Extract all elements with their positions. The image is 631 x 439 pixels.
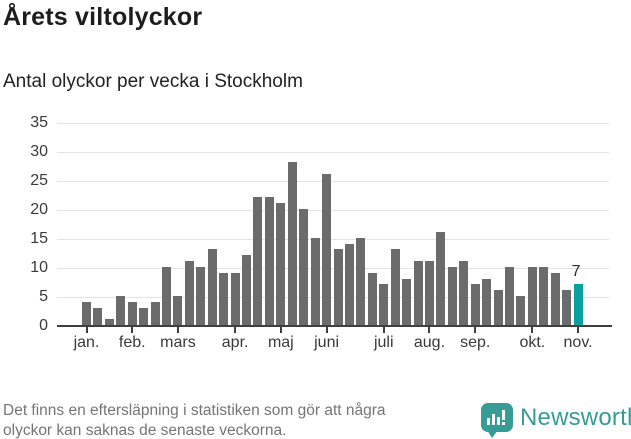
- month-label: maj: [267, 334, 294, 351]
- week-bar: [482, 278, 492, 325]
- month-tick: [474, 327, 477, 333]
- week-bar: [550, 272, 560, 325]
- month-label: mars: [160, 334, 196, 351]
- month-tick: [428, 327, 431, 333]
- y-axis-label: 25: [30, 171, 48, 189]
- mini-bar-3: [497, 417, 500, 425]
- month-label: jan.: [73, 334, 100, 351]
- gridline: [57, 296, 609, 298]
- week-bar: [93, 307, 103, 325]
- month-label: juli: [373, 334, 394, 351]
- y-axis-label: 0: [39, 317, 48, 334]
- y-axis-label: 35: [30, 113, 48, 131]
- week-bar: [150, 301, 160, 325]
- week-bar: [207, 249, 217, 325]
- week-bar: [504, 266, 514, 325]
- month-tick: [531, 327, 534, 333]
- page-title: Årets viltolyckor: [3, 3, 203, 31]
- week-bar: [527, 266, 537, 325]
- week-bar: [196, 266, 206, 325]
- y-axis-label: 30: [30, 142, 48, 160]
- week-bar: [116, 295, 126, 325]
- month-tick: [234, 327, 237, 333]
- week-bar: [333, 249, 343, 325]
- month-label: sep.: [460, 334, 491, 351]
- newsworthy-logo-tail: [487, 430, 498, 438]
- week-bar: [82, 301, 91, 325]
- week-bar: [424, 261, 434, 325]
- week-bar: [436, 231, 446, 325]
- week-bar: [493, 290, 503, 325]
- week-bar: [139, 307, 149, 325]
- week-bar: [219, 272, 229, 325]
- week-bar: [276, 202, 286, 325]
- gridline: [57, 209, 609, 211]
- week-bar: [447, 266, 457, 325]
- week-bar: [413, 261, 423, 325]
- week-bar: [230, 272, 240, 325]
- week-bar: [516, 295, 526, 325]
- y-axis-label: 20: [30, 200, 48, 218]
- week-bar: [459, 261, 469, 325]
- month-label: okt.: [519, 334, 546, 351]
- week-bar: [539, 266, 549, 325]
- gridline: [57, 151, 609, 153]
- bar-chart-plot-area: jan. feb. mars apr. maj juni juli aug. sep. okt. n…: [57, 118, 612, 351]
- week-bar: [367, 272, 377, 325]
- week-bar: [162, 266, 172, 325]
- week-bar: [104, 319, 114, 325]
- newsworthy-wordmark: Newsworthy: [520, 404, 631, 431]
- week-bar: [287, 162, 297, 325]
- gridline: [57, 122, 609, 124]
- bar-value-label: 7: [571, 263, 581, 281]
- month-label: aug.: [413, 334, 446, 351]
- month-tick: [131, 327, 134, 333]
- highlighted-week-bar: [573, 284, 583, 325]
- y-axis: 0 5 10 15 20 25 30 35: [0, 113, 48, 334]
- week-bar: [390, 249, 400, 325]
- month-tick: [577, 327, 580, 333]
- y-axis-label: 15: [30, 229, 48, 247]
- month-label: apr.: [221, 334, 249, 351]
- month-tick: [85, 327, 88, 333]
- footer-note: Det finns en eftersläpning i statistiken…: [3, 401, 386, 439]
- week-bar: [402, 278, 412, 325]
- week-bar: [562, 290, 572, 325]
- gridline: [57, 180, 609, 182]
- month-tick: [176, 327, 179, 333]
- month-tick: [279, 327, 282, 333]
- mini-bar-1: [487, 418, 490, 425]
- week-bar: [184, 261, 194, 325]
- footer-note-line2: olyckor kan saknas de senaste veckorna.: [3, 421, 287, 439]
- exclamation-stroke: [502, 410, 505, 420]
- week-bar: [310, 237, 320, 325]
- month-label: nov.: [563, 334, 593, 351]
- month-label: juni: [314, 334, 340, 351]
- y-axis-label: 5: [39, 287, 48, 305]
- week-bar: [470, 284, 480, 325]
- week-bar: [356, 237, 366, 325]
- gridline: [57, 267, 609, 269]
- week-bar: [127, 301, 137, 325]
- month-label: feb.: [118, 334, 146, 351]
- week-bar: [242, 255, 252, 325]
- gridline: [57, 238, 609, 240]
- exclamation-dot: [502, 422, 505, 425]
- month-tick: [325, 327, 328, 333]
- month-tick: [382, 327, 385, 333]
- week-bar: [173, 295, 183, 325]
- week-bar: [322, 173, 332, 325]
- x-axis-line: [57, 325, 612, 327]
- week-bar: [264, 197, 274, 325]
- chart-subtitle: Antal olyckor per vecka i Stockholm: [3, 71, 303, 92]
- y-axis-label: 10: [30, 258, 48, 276]
- week-bar: [344, 243, 354, 325]
- newsworthy-logo-icon: [481, 403, 513, 432]
- mini-bar-2: [492, 414, 495, 425]
- week-bar: [253, 197, 263, 325]
- footer-note-line1: Det finns en eftersläpning i statistiken…: [3, 402, 386, 419]
- week-bar: [379, 284, 389, 325]
- week-bar: [299, 208, 309, 325]
